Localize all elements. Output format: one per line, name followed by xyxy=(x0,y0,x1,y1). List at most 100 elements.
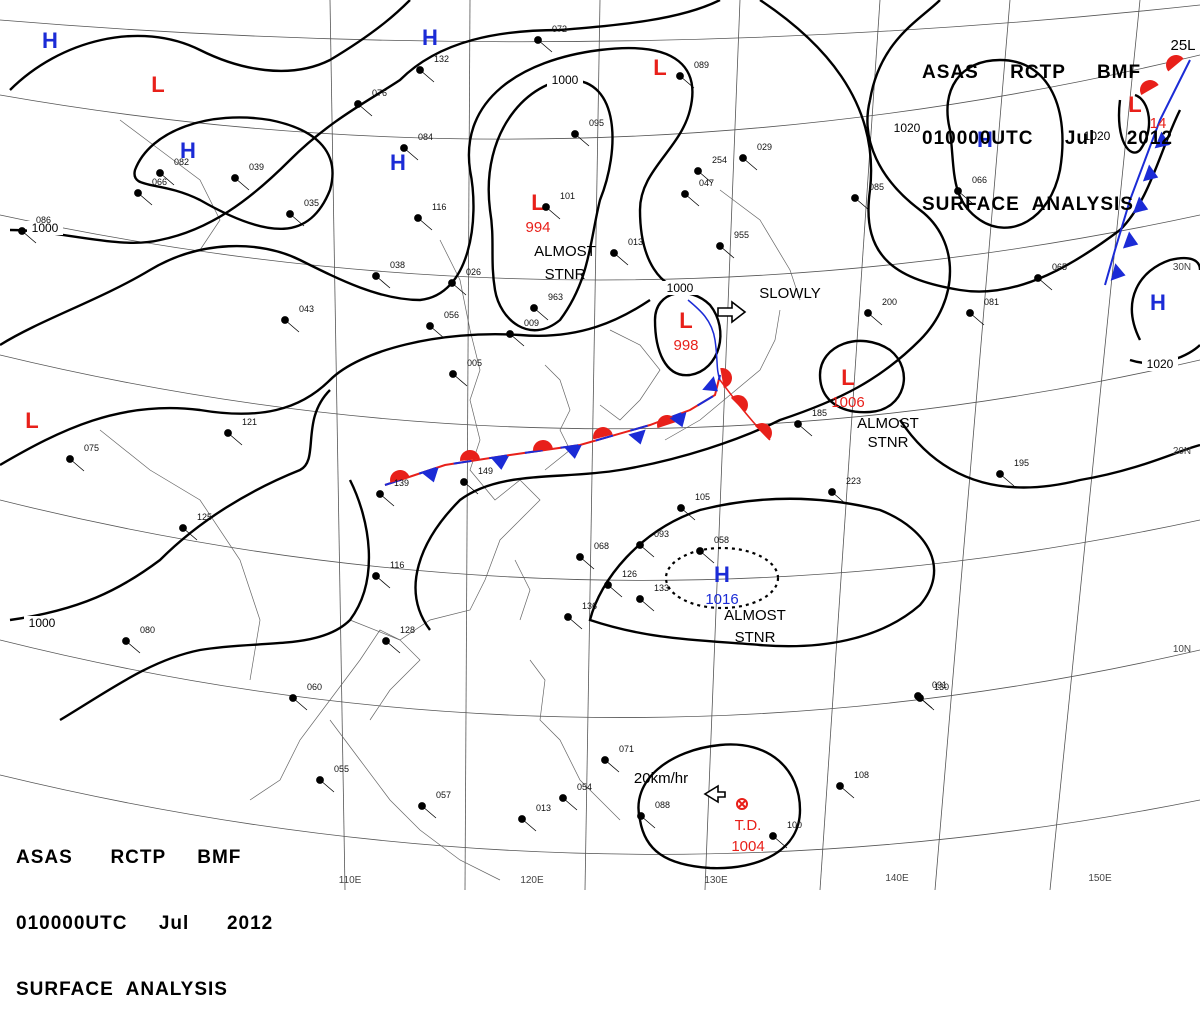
isobar-label: 1020 xyxy=(1147,357,1174,371)
station-pressure: 136 xyxy=(582,601,597,611)
high-pressure-center-letter: H xyxy=(42,28,58,53)
wind-barb xyxy=(417,217,433,231)
low-pressure-center-letter: L xyxy=(653,55,666,80)
warm-front-semicircle xyxy=(593,427,613,440)
station-pressure: 100 xyxy=(787,820,802,830)
station-pressure: 095 xyxy=(589,118,604,128)
station-plot: 043 xyxy=(281,304,314,333)
wind-barb xyxy=(867,312,883,326)
high-pressure-center-letter: H xyxy=(977,127,993,152)
station-pressure: 013 xyxy=(628,237,643,247)
station-plot: 085 xyxy=(851,182,884,211)
wind-barb xyxy=(357,103,373,117)
annotation-text: T.D. xyxy=(735,817,762,834)
station-pressure: 054 xyxy=(577,782,592,792)
station-plot: 116 xyxy=(414,202,446,231)
latitude-label: 10N xyxy=(1173,644,1191,655)
station-plot: 100 xyxy=(769,820,802,849)
isobar-label: 1000 xyxy=(552,73,579,87)
wind-barb xyxy=(289,213,305,227)
low-pressure-center-letter: L xyxy=(1128,92,1141,117)
longitude-label: 140E xyxy=(885,873,909,884)
wind-barb xyxy=(319,779,335,793)
ridge-dotted xyxy=(664,546,780,610)
cold-front-triangle xyxy=(1142,164,1159,182)
station-pressure: 075 xyxy=(84,443,99,453)
high-pressure-center-value: 1016 xyxy=(705,591,738,608)
wind-barb xyxy=(639,598,655,612)
isobar-label: 1020 xyxy=(1084,129,1111,143)
station-plot: 093 xyxy=(636,529,669,558)
station-pressure: 039 xyxy=(249,162,264,172)
station-plot: 071 xyxy=(601,744,634,773)
high-pressure-center-letter: H xyxy=(390,150,406,175)
station-pressure: 009 xyxy=(524,318,539,328)
station-pressure: 200 xyxy=(882,297,897,307)
header-line-3: SURFACE ANALYSIS xyxy=(16,979,228,1000)
station-pressure: 108 xyxy=(854,770,869,780)
wind-barb xyxy=(69,458,85,472)
isobar-label: 1000 xyxy=(32,221,59,235)
isobar-label: 1000 xyxy=(667,281,694,295)
wind-barb xyxy=(429,325,445,339)
annotation-text: STNR xyxy=(735,629,776,646)
station-plot: 029 xyxy=(739,142,772,171)
header-line-1: ASAS RCTP BMF xyxy=(922,62,1142,83)
isobar-labels: 1000 1000 1000 1000 1020 1020 1020 xyxy=(24,73,1178,630)
station-plot: 125 xyxy=(179,512,212,541)
wind-barb xyxy=(137,192,153,206)
wind-barb xyxy=(521,818,537,832)
station-plot: 195 xyxy=(996,458,1029,487)
station-pressure: 043 xyxy=(299,304,314,314)
station-pressure: 116 xyxy=(390,560,404,570)
cold-front-triangle xyxy=(669,411,687,428)
station-pressure: 072 xyxy=(552,24,567,34)
warm-front-semicircle xyxy=(730,395,748,413)
station-plot: 072 xyxy=(534,24,567,53)
wind-barb xyxy=(639,544,655,558)
arrow-td xyxy=(703,784,726,804)
station-plot: 121 xyxy=(224,417,257,446)
station-plot: 200 xyxy=(864,297,897,326)
station-plot: 086 xyxy=(18,215,51,244)
station-plot: 101 xyxy=(542,191,575,220)
wind-barb xyxy=(574,133,590,147)
station-pressure: 076 xyxy=(372,88,387,98)
cold-front-triangle xyxy=(564,444,582,459)
wind-barb xyxy=(917,695,933,709)
station-pressure: 223 xyxy=(846,476,861,486)
station-pressure: 071 xyxy=(619,744,634,754)
station-pressure: 185 xyxy=(812,408,827,418)
station-plot: 068 xyxy=(576,541,609,570)
cold-front-triangle xyxy=(1132,196,1149,214)
wind-barb xyxy=(957,190,973,204)
wind-barb xyxy=(999,473,1015,487)
annotation-text: ALMOST xyxy=(724,607,786,624)
station-plot: 084 xyxy=(400,132,433,161)
graticule-labels: 110E 120E 130E 140E 150E 30N 20N 10N xyxy=(339,262,1191,886)
annotation-text: SLOWLY xyxy=(759,285,820,302)
station-pressure: 128 xyxy=(400,625,415,635)
header-line-3: SURFACE ANALYSIS xyxy=(922,194,1134,215)
isobar-label: 1020 xyxy=(894,121,921,135)
cold-front-triangle xyxy=(1154,131,1171,149)
station-plot: 955 xyxy=(716,230,749,259)
station-plot: 185 xyxy=(794,408,827,437)
station-pressure: 084 xyxy=(418,132,433,142)
wind-barb xyxy=(680,507,696,521)
station-plot: 005 xyxy=(449,358,482,387)
wind-barb xyxy=(742,157,758,171)
station-plot: 080 xyxy=(122,625,155,654)
high-pressure-center-letter: H xyxy=(1150,290,1166,315)
wind-barb xyxy=(375,275,391,289)
longitude-label: 130E xyxy=(704,875,728,886)
cold-front-triangle xyxy=(628,429,646,445)
station-plot: 054 xyxy=(559,782,592,811)
station-pressure: 126 xyxy=(622,569,637,579)
station-plot: 055 xyxy=(316,764,349,793)
station-pressure: 058 xyxy=(714,535,729,545)
station-plot: 066 xyxy=(954,175,987,204)
station-plot: 128 xyxy=(382,625,415,654)
wind-barb xyxy=(509,333,525,347)
low-pressure-center-letter: L xyxy=(531,190,544,215)
